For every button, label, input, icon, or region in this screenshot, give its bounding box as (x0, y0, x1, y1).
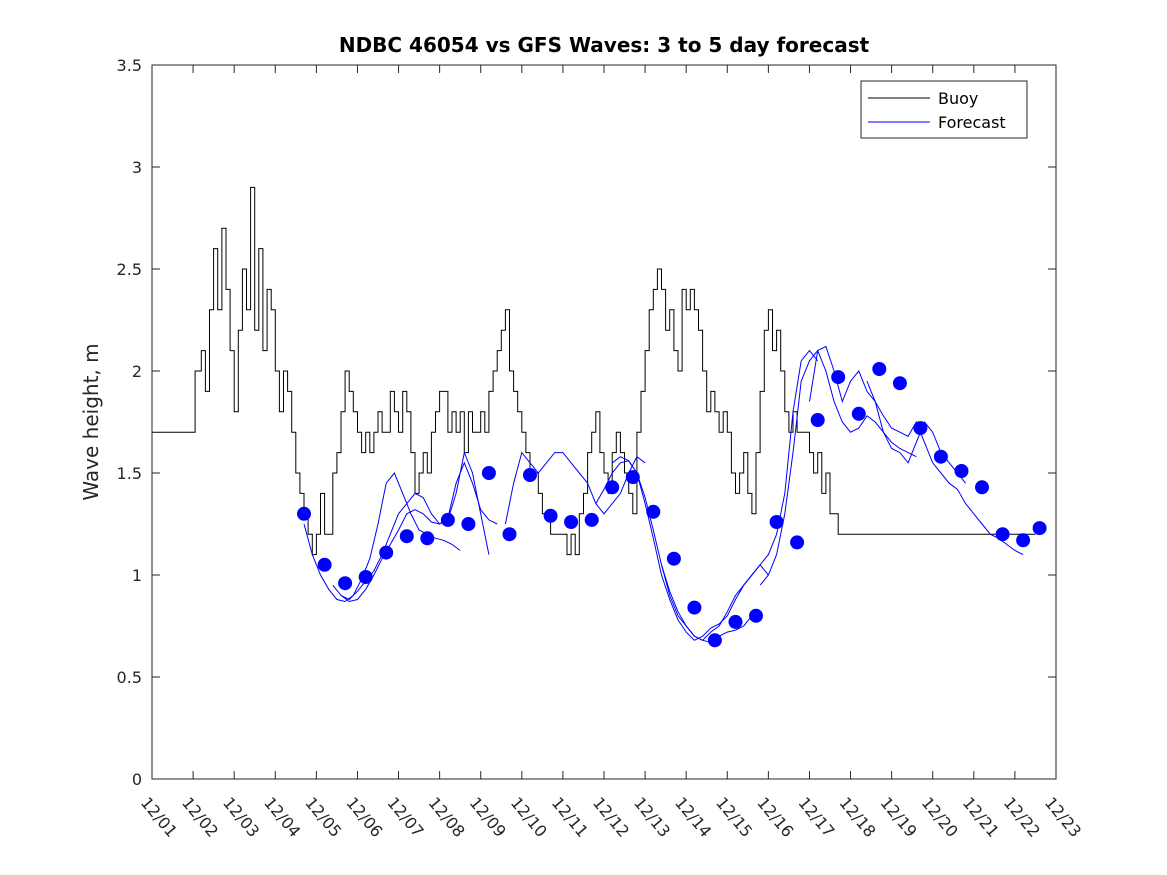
forecast-point (584, 512, 599, 527)
forecast-point (399, 529, 414, 544)
plot-area (151, 64, 1057, 780)
forecast-point (913, 421, 928, 436)
forecast-point (297, 506, 311, 521)
y-tick-label: 2 (132, 362, 142, 381)
forecast-run-line (504, 451, 646, 525)
forecast-point (564, 515, 579, 529)
forecast-point (440, 512, 455, 527)
forecast-run-line (332, 450, 490, 603)
y-tick-label: 0 (132, 770, 142, 789)
forecast-point (646, 504, 661, 519)
forecast-point (543, 508, 558, 523)
legend-box (860, 80, 1028, 139)
forecast-point (831, 370, 846, 385)
y-tick-label: 1.5 (117, 464, 142, 483)
legend-forecast-label: Forecast (938, 113, 1006, 132)
buoy-line (152, 186, 1036, 556)
forecast-point (338, 576, 353, 591)
forecast-point (975, 480, 989, 495)
forecast-point (851, 406, 866, 421)
forecast-point (872, 362, 887, 376)
y-tick-label: 1 (132, 566, 142, 585)
legend: Buoy Forecast (860, 80, 1028, 139)
forecast-point (502, 527, 517, 542)
forecast-series-points (297, 362, 1047, 648)
forecast-point (749, 608, 763, 623)
forecast-run-line (661, 349, 819, 641)
forecast-point (954, 464, 969, 478)
forecast-point (379, 545, 394, 560)
forecast-point (625, 470, 640, 485)
forecast-point (810, 413, 825, 427)
legend-buoy-label: Buoy (938, 89, 978, 108)
y-tick-label: 0.5 (117, 668, 142, 687)
forecast-run-line (595, 460, 753, 643)
y-axis-label: Wave height, m (79, 343, 103, 500)
forecast-point (523, 468, 537, 482)
y-tick-label: 3.5 (117, 56, 142, 75)
forecast-point (1032, 521, 1047, 536)
y-axis: 0 0.5 1 1.5 2 2.5 3 3.5 (117, 56, 1056, 789)
forecast-point (933, 449, 948, 464)
forecast-point (707, 633, 722, 648)
y-tick-label: 2.5 (117, 260, 142, 279)
buoy-series (152, 186, 1036, 556)
y-tick-label: 3 (132, 158, 142, 177)
forecast-point (420, 531, 435, 546)
forecast-point (769, 515, 784, 529)
forecast-point (317, 557, 332, 572)
chart-title: NDBC 46054 vs GFS Waves: 3 to 5 day fore… (339, 33, 870, 57)
forecast-point (605, 480, 620, 495)
forecast-point (666, 551, 681, 566)
forecast-point (461, 517, 476, 531)
forecast-point (358, 570, 373, 584)
forecast-point (481, 466, 496, 480)
forecast-point (790, 535, 805, 550)
forecast-run-line (759, 349, 917, 586)
forecast-point (1016, 533, 1031, 548)
forecast-point (728, 614, 743, 629)
forecast-point (892, 376, 907, 391)
forecast-point (995, 527, 1010, 542)
forecast-point (687, 600, 702, 615)
